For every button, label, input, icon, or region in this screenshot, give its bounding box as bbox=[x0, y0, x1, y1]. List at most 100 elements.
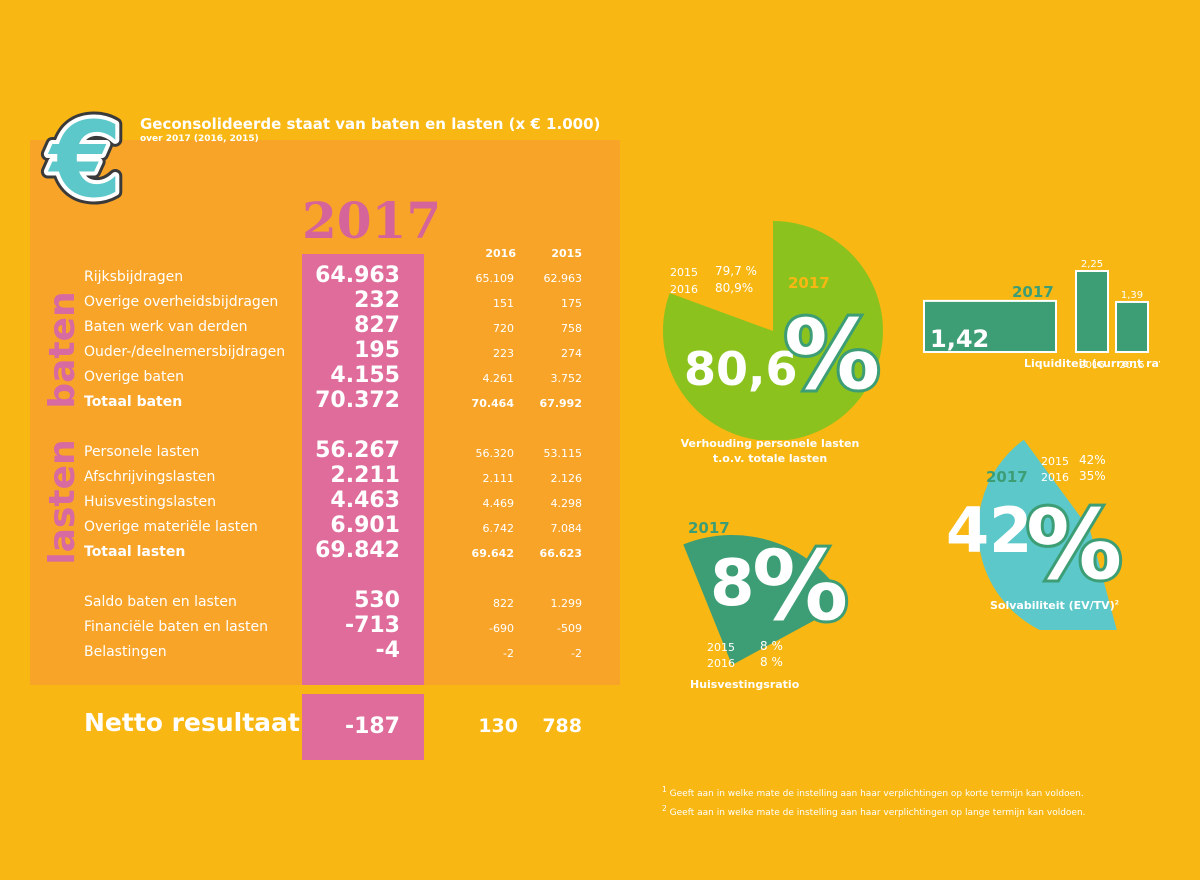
row-value-2016: 56.320 bbox=[475, 447, 515, 460]
row-label: Rijksbijdragen bbox=[84, 269, 184, 285]
housing-percent-sign: % bbox=[752, 530, 848, 642]
row-label: Overige materiële lasten bbox=[84, 519, 258, 535]
solvency-chart: 2017 42 % bbox=[946, 439, 1125, 630]
liquidity-label: Liquiditeit (current ratio)1 bbox=[1024, 357, 1160, 370]
liquidity-bar-label-2015: 1,39 bbox=[1121, 290, 1143, 301]
liquidity-bar-2017 bbox=[923, 299, 1057, 353]
personnel-label-line1: Verhouding personele lasten bbox=[680, 437, 860, 450]
liquidity-bar-label-2016: 2,25 bbox=[1081, 259, 1103, 270]
footnote-2: 2 Geeft aan in welke mate de instelling … bbox=[662, 804, 1086, 818]
row-value-2017: 70.372 bbox=[315, 388, 400, 413]
year-2017-heading: 2017 bbox=[302, 191, 442, 250]
solvency-percent-sign: % bbox=[1026, 489, 1122, 601]
row-value-2015: 175 bbox=[561, 297, 582, 310]
row-value-2017: 232 bbox=[354, 288, 400, 313]
solvency-hist-2016-value: 35% bbox=[1079, 469, 1106, 483]
row-value-2015: 62.963 bbox=[543, 272, 583, 285]
liquidity-year-2015: 2015 bbox=[1119, 360, 1144, 371]
row-label: Personele lasten bbox=[84, 444, 200, 460]
housing-hist-2015-value: 8 % bbox=[760, 639, 783, 653]
row-label: Ouder-/deelnemersbijdragen bbox=[84, 344, 286, 360]
personnel-label-line2: t.o.v. totale lasten bbox=[712, 452, 828, 465]
year-2016-heading: 2016 bbox=[485, 247, 516, 260]
row-value-2016: 822 bbox=[493, 597, 514, 610]
row-value-2016: -690 bbox=[489, 622, 514, 635]
row-value-2015: 66.623 bbox=[539, 547, 582, 560]
row-value-2015: 67.992 bbox=[539, 397, 582, 410]
row-label: Baten werk van derden bbox=[84, 319, 248, 335]
row-value-2016: 4.261 bbox=[482, 372, 515, 385]
row-value-2015: 758 bbox=[561, 322, 582, 335]
housing-pie-slice bbox=[683, 535, 847, 665]
net-result-2015: 788 bbox=[542, 715, 582, 737]
row-label: Overige overheidsbijdragen bbox=[84, 294, 279, 310]
liquidity-year-2017-heading: 2017 bbox=[1012, 283, 1054, 301]
liquidity-chart: 1,42 2,25 2016 1,39 2015 2017 Liquiditeit (cu… bbox=[923, 259, 1160, 371]
personnel-percent-sign: % bbox=[781, 300, 883, 400]
footnote-1: 1 Geeft aan in welke mate de instelling … bbox=[662, 785, 1084, 799]
row-value-2017: 64.963 bbox=[315, 263, 400, 288]
liquidity-bar-2016 bbox=[1075, 270, 1109, 353]
row-value-2016: 223 bbox=[493, 347, 514, 360]
solvency-year: 2017 bbox=[986, 468, 1028, 486]
solvency-value-number: 42 bbox=[946, 494, 1032, 567]
solvency-hist-2015-value: 42% bbox=[1079, 453, 1106, 467]
personnel-ratio-chart: 2017 bbox=[663, 221, 883, 440]
row-value-2017: 827 bbox=[354, 313, 400, 338]
personnel-hist-2015-value: 79,7 % bbox=[715, 264, 757, 278]
row-value-2016: 2.111 bbox=[482, 472, 515, 485]
section-label-baten: baten bbox=[42, 291, 83, 409]
housing-value-number: 8 bbox=[710, 547, 755, 621]
row-value-2015: -509 bbox=[557, 622, 582, 635]
svg-text:%: % bbox=[784, 300, 880, 400]
svg-text:€: € bbox=[48, 100, 122, 216]
row-value-2016: 720 bbox=[493, 322, 514, 335]
solvency-hist-2015-year: 2015 bbox=[1041, 455, 1069, 468]
row-label: Totaal lasten bbox=[84, 544, 186, 560]
personnel-year: 2017 bbox=[788, 274, 830, 292]
row-value-2017: 6.901 bbox=[330, 513, 400, 538]
column-2017-highlight bbox=[302, 254, 424, 685]
liquidity-bar-2015 bbox=[1115, 300, 1149, 353]
row-label: Overige baten bbox=[84, 369, 184, 385]
personnel-hist-2015-year: 2015 bbox=[670, 266, 698, 279]
row-value-2017: 195 bbox=[354, 338, 400, 363]
liquidity-year-2016: 2016 bbox=[1079, 360, 1104, 371]
row-value-2017: 4.155 bbox=[330, 363, 400, 388]
euro-icon: € € € bbox=[41, 100, 129, 216]
row-value-2016: 70.464 bbox=[471, 397, 514, 410]
page-subtitle: over 2017 (2016, 2015) bbox=[140, 134, 259, 144]
row-value-2015: 1.299 bbox=[550, 597, 583, 610]
row-label: Financiële baten en lasten bbox=[84, 619, 268, 635]
row-value-2015: 53.115 bbox=[543, 447, 583, 460]
row-value-2016: 69.642 bbox=[471, 547, 514, 560]
net-2017-highlight bbox=[302, 694, 424, 760]
row-value-2015: 2.126 bbox=[550, 472, 583, 485]
row-label: Totaal baten bbox=[84, 394, 183, 410]
row-value-2017: 4.463 bbox=[330, 488, 400, 513]
personnel-hist-2016-year: 2016 bbox=[670, 283, 698, 296]
row-label: Saldo baten en lasten bbox=[84, 594, 237, 610]
personnel-hist-2016-value: 80,9% bbox=[715, 281, 754, 295]
year-2015-heading: 2015 bbox=[551, 247, 582, 260]
row-value-2015: -2 bbox=[571, 647, 582, 660]
solvency-pie-slice bbox=[978, 439, 1117, 630]
net-result-2016: 130 bbox=[478, 715, 518, 737]
housing-year: 2017 bbox=[688, 519, 730, 537]
page-title: Geconsolideerde staat van baten en laste… bbox=[140, 115, 601, 133]
row-value-2017: -4 bbox=[375, 638, 400, 663]
svg-text:€: € bbox=[48, 100, 122, 216]
row-value-2017: -713 bbox=[344, 613, 400, 638]
liquidity-bar-label-2017: 1,42 bbox=[930, 325, 989, 353]
row-value-2015: 274 bbox=[561, 347, 582, 360]
row-value-2015: 7.084 bbox=[550, 522, 583, 535]
svg-text:€: € bbox=[48, 100, 122, 216]
row-value-2016: 4.469 bbox=[482, 497, 515, 510]
housing-hist-2016-value: 8 % bbox=[760, 655, 783, 669]
personnel-pie-slice bbox=[663, 221, 883, 440]
row-value-2015: 3.752 bbox=[550, 372, 583, 385]
section-label-lasten: lasten bbox=[42, 439, 83, 565]
row-value-2016: 151 bbox=[493, 297, 514, 310]
solvency-label: Solvabiliteit (EV/TV)2 bbox=[990, 599, 1119, 612]
row-value-2016: 65.109 bbox=[475, 272, 515, 285]
